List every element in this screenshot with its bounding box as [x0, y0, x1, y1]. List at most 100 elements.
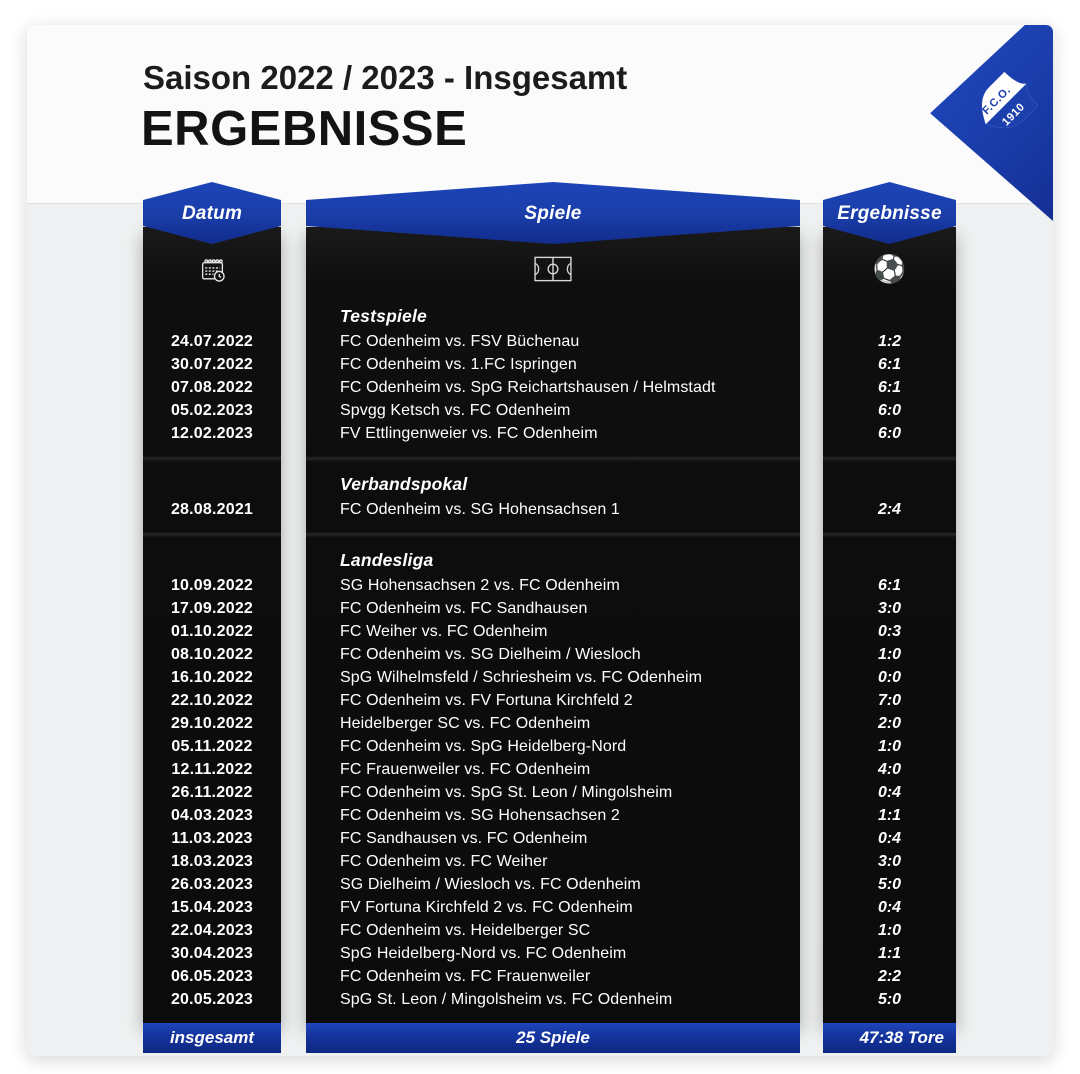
- club-crest-icon: F.C.O. 1910: [980, 71, 1039, 128]
- match-date: 05.02.2023: [170, 401, 254, 419]
- match-score: 0:3: [877, 622, 902, 640]
- match-date: 12.11.2022: [171, 760, 253, 778]
- match-name: SpG Heidelberg-Nord vs. FC Odenheim: [340, 944, 627, 962]
- datum-icon-row: [143, 244, 281, 294]
- match-name: SpG St. Leon / Mingolsheim vs. FC Odenhe…: [340, 990, 673, 1008]
- match-score: 6:0: [877, 424, 902, 442]
- match-score: 1:0: [877, 737, 902, 755]
- section: 28.08.2021: [143, 462, 281, 531]
- match-score: 2:2: [877, 967, 902, 985]
- match-date: 22.10.2022: [170, 691, 254, 709]
- spiele-icon-row: [306, 244, 800, 294]
- match-date: 18.03.2023: [170, 852, 254, 870]
- section-header: [143, 303, 281, 330]
- section-divider: [306, 531, 800, 538]
- section: 2:4: [823, 462, 956, 531]
- section: 1:2 6:1 6:1 6:0 6:0: [823, 294, 956, 455]
- calendar-icon: [201, 258, 225, 282]
- section-header: Testspiele: [340, 306, 427, 326]
- footer-games-label: 25 Spiele: [306, 1023, 800, 1053]
- match-date: 10.09.2022: [170, 576, 254, 594]
- match-score: 0:4: [877, 783, 902, 801]
- match-date: 01.10.2022: [170, 622, 254, 640]
- match-date: 16.10.2022: [170, 668, 254, 686]
- match-name: FC Odenheim vs. FC Weiher: [340, 852, 548, 870]
- match-score: 1:1: [877, 806, 902, 824]
- match-name: FC Odenheim vs. FC Frauenweiler: [340, 967, 591, 985]
- section: Verbandspokal FC Odenheim vs. SG Hohensac…: [306, 462, 800, 531]
- match-name: FC Frauenweiler vs. FC Odenheim: [340, 760, 591, 778]
- match-name: SG Hohensachsen 2 vs. FC Odenheim: [340, 576, 620, 594]
- section-header: Verbandspokal: [340, 474, 468, 494]
- section: 10.09.2022 17.09.2022 01.10.2022 08.10.2022…: [143, 538, 281, 1021]
- match-name: Heidelberger SC vs. FC Odenheim: [340, 714, 591, 732]
- match-score: 0:0: [877, 668, 902, 686]
- ergebnisse-icon-row: ⚽: [823, 244, 956, 294]
- match-score: 5:0: [877, 875, 902, 893]
- spiele-header-label: Spiele: [524, 203, 582, 224]
- pitch-icon: [534, 256, 572, 282]
- match-score: 4:0: [877, 760, 902, 778]
- column-datum: Datum 24.07.2022 30.07.2022 07.08.2022 05.0…: [143, 182, 281, 1053]
- match-date: 26.11.2022: [171, 783, 253, 801]
- match-name: FV Fortuna Kirchfeld 2 vs. FC Odenheim: [340, 898, 633, 916]
- section-divider: [823, 531, 956, 538]
- match-score: 6:1: [877, 576, 902, 594]
- match-name: FC Odenheim vs. FSV Büchenau: [340, 332, 580, 350]
- section-header: [823, 303, 956, 330]
- match-name: FC Odenheim vs. SG Hohensachsen 1: [340, 500, 620, 518]
- match-score: 1:0: [877, 921, 902, 939]
- match-score: 2:0: [877, 714, 902, 732]
- section-header: [823, 471, 956, 498]
- match-date: 06.05.2023: [170, 967, 254, 985]
- footer-goals-label: 47:38 Tore: [823, 1023, 956, 1053]
- spiele-sections: Testspiele FC Odenheim vs. FSV Büchenau FC…: [306, 294, 800, 1023]
- match-date: 11.03.2023: [171, 829, 253, 847]
- match-score: 6:1: [877, 355, 902, 373]
- column-spiele: Spiele Testspiele FC Odenheim vs. FSV Büc…: [306, 182, 800, 1053]
- match-name: FV Ettlingenweier vs. FC Odenheim: [340, 424, 598, 442]
- match-name: FC Odenheim vs. FV Fortuna Kirchfeld 2: [340, 691, 633, 709]
- match-name: FC Weiher vs. FC Odenheim: [340, 622, 548, 640]
- match-date: 05.11.2022: [171, 737, 253, 755]
- section-header: [143, 547, 281, 574]
- match-name: FC Odenheim vs. SpG Reichartshausen / He…: [340, 378, 716, 396]
- column-ergebnisse: Ergebnisse ⚽ 1:2 6:1 6:1 6:0 6:0 2:4 6:1 3:0 0:3…: [823, 182, 956, 1053]
- page-title: ERGEBNISSE: [141, 102, 468, 156]
- results-card: Saison 2022 / 2023 - Insgesamt ERGEBNISS…: [27, 25, 1053, 1056]
- page-subtitle: Saison 2022 / 2023 - Insgesamt: [143, 59, 628, 96]
- match-score: 2:4: [877, 500, 902, 518]
- results-table: Datum 24.07.2022 30.07.2022 07.08.2022 05.0…: [143, 182, 956, 1053]
- card-header: Saison 2022 / 2023 - Insgesamt ERGEBNISS…: [27, 25, 1053, 221]
- section: Testspiele FC Odenheim vs. FSV Büchenau FC…: [306, 294, 800, 455]
- match-score: 0:4: [877, 829, 902, 847]
- match-score: 6:1: [877, 378, 902, 396]
- match-name: FC Odenheim vs. SpG St. Leon / Mingolshe…: [340, 783, 673, 801]
- match-name: FC Odenheim vs. SG Hohensachsen 2: [340, 806, 620, 824]
- ergebnisse-column-body: ⚽ 1:2 6:1 6:1 6:0 6:0 2:4 6:1 3:0 0:3 1:0 0:0 7:0 2:…: [823, 227, 956, 1023]
- match-date: 20.05.2023: [170, 990, 254, 1008]
- match-date: 04.03.2023: [170, 806, 254, 824]
- match-score: 7:0: [877, 691, 902, 709]
- footer-total-label: insgesamt: [143, 1023, 281, 1053]
- match-date: 17.09.2022: [170, 599, 254, 617]
- section-header: [823, 547, 956, 574]
- match-date: 30.04.2023: [170, 944, 254, 962]
- match-date: 15.04.2023: [170, 898, 254, 916]
- datum-header-label: Datum: [181, 203, 243, 224]
- ergebnisse-sections: 1:2 6:1 6:1 6:0 6:0 2:4 6:1 3:0 0:3 1:0 0:0 7:0 2:0 1…: [823, 294, 956, 1023]
- ball-icon: ⚽: [872, 253, 907, 284]
- section-header: Landesliga: [340, 550, 434, 570]
- match-name: FC Odenheim vs. Heidelberger SC: [340, 921, 591, 939]
- match-date: 07.08.2022: [170, 378, 254, 396]
- match-date: 29.10.2022: [170, 714, 254, 732]
- match-date: 30.07.2022: [170, 355, 254, 373]
- match-name: FC Odenheim vs. SpG Heidelberg-Nord: [340, 737, 627, 755]
- match-date: 08.10.2022: [170, 645, 254, 663]
- match-name: FC Odenheim vs. FC Sandhausen: [340, 599, 588, 617]
- section: 24.07.2022 30.07.2022 07.08.2022 05.02.2023…: [143, 294, 281, 455]
- match-score: 0:4: [877, 898, 902, 916]
- match-date: 24.07.2022: [170, 332, 254, 350]
- match-name: SG Dielheim / Wiesloch vs. FC Odenheim: [340, 875, 641, 893]
- match-score: 3:0: [877, 599, 902, 617]
